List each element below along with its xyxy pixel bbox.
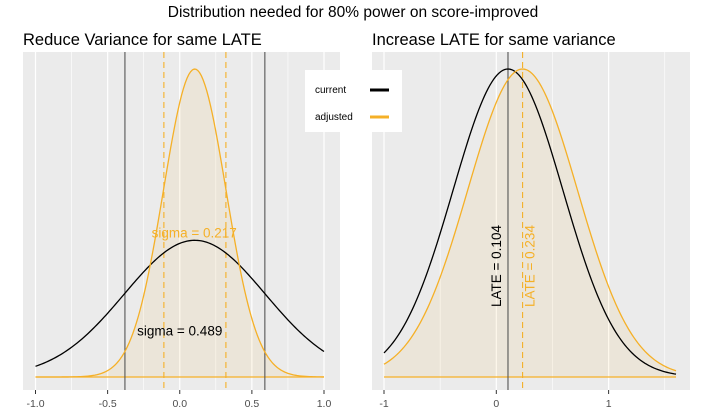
legend-label: current	[315, 85, 346, 96]
x-tick-label: -1.0	[26, 398, 44, 410]
x-tick-label: 1	[606, 398, 612, 410]
series-area-adjusted	[35, 69, 324, 378]
annotation-label: sigma = 0.217	[152, 226, 237, 241]
x-tick-label: 0.0	[172, 398, 187, 410]
chart-panel-1: sigma = 0.217 sigma = 0.489 Reduce Varianc…	[23, 31, 340, 410]
legend-label: adjusted	[315, 112, 353, 123]
figure-title: Distribution needed for 80% power on sco…	[167, 4, 539, 21]
series-line-current	[383, 68, 677, 375]
x-tick-label: -0.5	[99, 398, 117, 410]
legend: current adjusted	[305, 70, 402, 132]
plot-background	[23, 52, 340, 390]
annotation-label: sigma = 0.489	[137, 324, 222, 339]
series-line-adjusted	[383, 68, 677, 372]
panel-title: Reduce Variance for same LATE	[23, 31, 262, 49]
x-tick-label: 1.0	[317, 398, 332, 410]
series-area-adjusted	[384, 69, 676, 377]
x-tick-label: 0	[493, 398, 499, 410]
series-line-current	[35, 239, 325, 367]
series-line-adjusted	[35, 68, 325, 378]
legend-background	[305, 70, 402, 132]
chart-panel-2: LATE = 0.104 LATE = 0.234 Increase LATE fo…	[372, 31, 690, 410]
plot-background	[372, 52, 690, 390]
annotation-label: LATE = 0.104	[489, 225, 504, 307]
panel-title: Increase LATE for same variance	[372, 31, 616, 49]
x-tick-label: 0.5	[245, 398, 260, 410]
annotation-label: LATE = 0.234	[522, 225, 537, 307]
x-tick-label: -1	[379, 398, 388, 410]
